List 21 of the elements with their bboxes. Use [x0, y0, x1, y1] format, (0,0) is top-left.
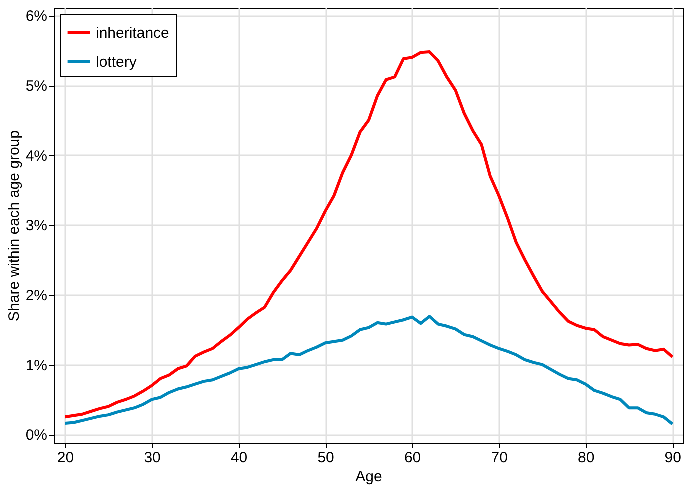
y-tick-label: 5%: [26, 78, 48, 96]
x-tick-label: 60: [404, 450, 422, 466]
y-tick-label: 6%: [26, 8, 48, 26]
x-tick-label: 20: [57, 450, 74, 466]
line-series: [64, 50, 674, 419]
y-tick-label: 1%: [26, 357, 48, 374]
x-axis-title: Age: [356, 468, 382, 486]
x-tick-label: 70: [491, 450, 508, 466]
legend-label: lottery: [96, 54, 138, 71]
y-tick-label: 0%: [26, 427, 48, 444]
x-tick-label: 90: [664, 450, 682, 466]
x-tick-label: 80: [578, 450, 595, 466]
x-tick-label: 50: [318, 450, 334, 466]
x-tick-label: 30: [144, 450, 161, 466]
y-axis-title: Share within each age group: [6, 130, 23, 322]
line-series: [64, 315, 674, 426]
y-tick-label: 2%: [26, 287, 48, 304]
y-tick-label: 3%: [26, 218, 48, 235]
legend-label: inheritance: [96, 25, 170, 42]
x-tick-label: 40: [230, 450, 248, 466]
y-tick-label: 4%: [26, 148, 48, 165]
